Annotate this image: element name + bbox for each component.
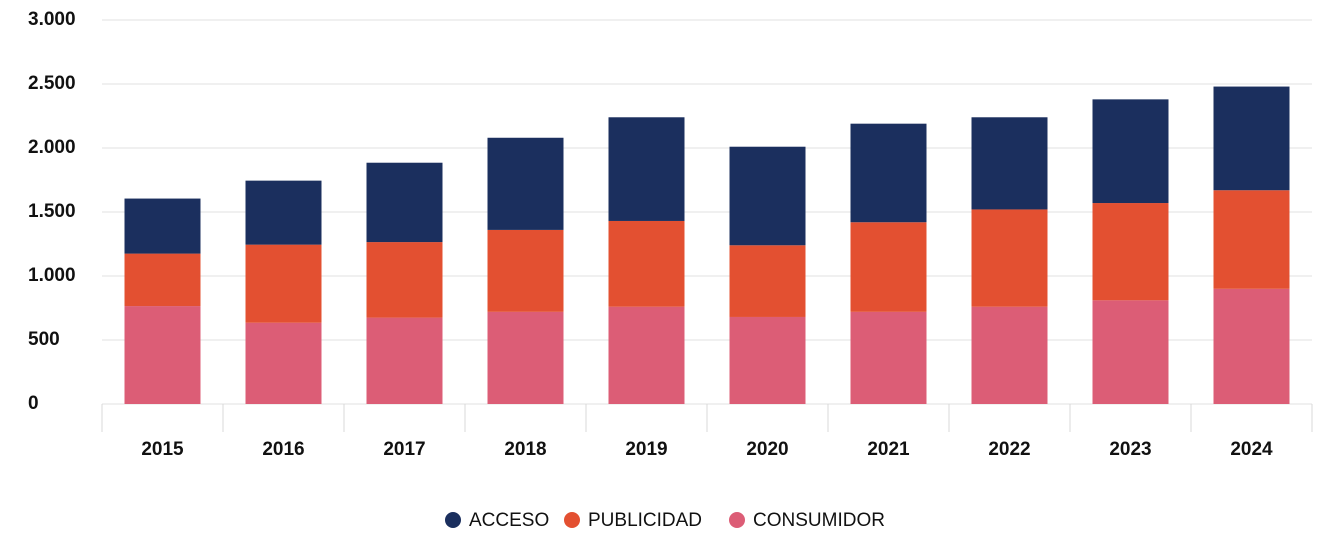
bar-segment <box>124 253 201 307</box>
bar-segment <box>971 117 1048 210</box>
bar-segment <box>971 306 1048 404</box>
y-tick-label: 1.500 <box>28 201 76 222</box>
legend-label: PUBLICIDAD <box>588 510 702 531</box>
bar-segment <box>1092 99 1169 204</box>
bar-segment <box>850 311 927 404</box>
x-tick-label: 2016 <box>262 439 304 460</box>
legend-marker <box>445 512 461 528</box>
bar-segment <box>487 137 564 230</box>
bar-segment <box>850 222 927 312</box>
bar-segment <box>124 306 201 404</box>
x-tick-label: 2022 <box>988 439 1030 460</box>
bar-segment <box>1213 86 1290 191</box>
bar-segment <box>729 316 806 404</box>
bar-segment <box>245 180 322 245</box>
bar-segment <box>729 245 806 317</box>
x-tick-label: 2017 <box>383 439 425 460</box>
bar-segment <box>971 209 1048 307</box>
bar-segment <box>608 306 685 404</box>
y-tick-label: 500 <box>28 329 60 350</box>
x-tick-label: 2024 <box>1230 439 1273 460</box>
bar-segment <box>366 317 443 404</box>
bar-segment <box>366 162 443 243</box>
bar-segment <box>124 198 201 254</box>
bar-segment <box>366 242 443 318</box>
bar-segment <box>608 220 685 307</box>
bar-segment <box>1092 203 1169 301</box>
y-tick-label: 2.500 <box>28 73 76 94</box>
x-tick-label: 2015 <box>141 439 184 460</box>
bar-segment <box>487 229 564 312</box>
bar-segment <box>487 311 564 404</box>
bar-segment <box>245 244 322 323</box>
bar-segment <box>1213 190 1290 289</box>
x-tick-label: 2019 <box>625 439 667 460</box>
bar-segment <box>1092 300 1169 404</box>
y-tick-label: 3.000 <box>28 9 76 30</box>
bar-segment <box>608 117 685 221</box>
x-tick-label: 2023 <box>1109 439 1151 460</box>
legend-marker <box>729 512 745 528</box>
legend-label: ACCESO <box>469 510 549 531</box>
legend-marker <box>564 512 580 528</box>
bar-segment <box>245 322 322 404</box>
y-tick-label: 0 <box>28 393 39 414</box>
legend-label: CONSUMIDOR <box>753 510 885 531</box>
x-tick-label: 2021 <box>867 439 910 460</box>
x-tick-label: 2018 <box>504 439 546 460</box>
y-tick-label: 2.000 <box>28 137 76 158</box>
bar-segment <box>729 146 806 246</box>
x-tick-label: 2020 <box>746 439 788 460</box>
bar-segment <box>850 123 927 223</box>
y-tick-label: 1.000 <box>28 265 76 286</box>
bar-segment <box>1213 288 1290 404</box>
